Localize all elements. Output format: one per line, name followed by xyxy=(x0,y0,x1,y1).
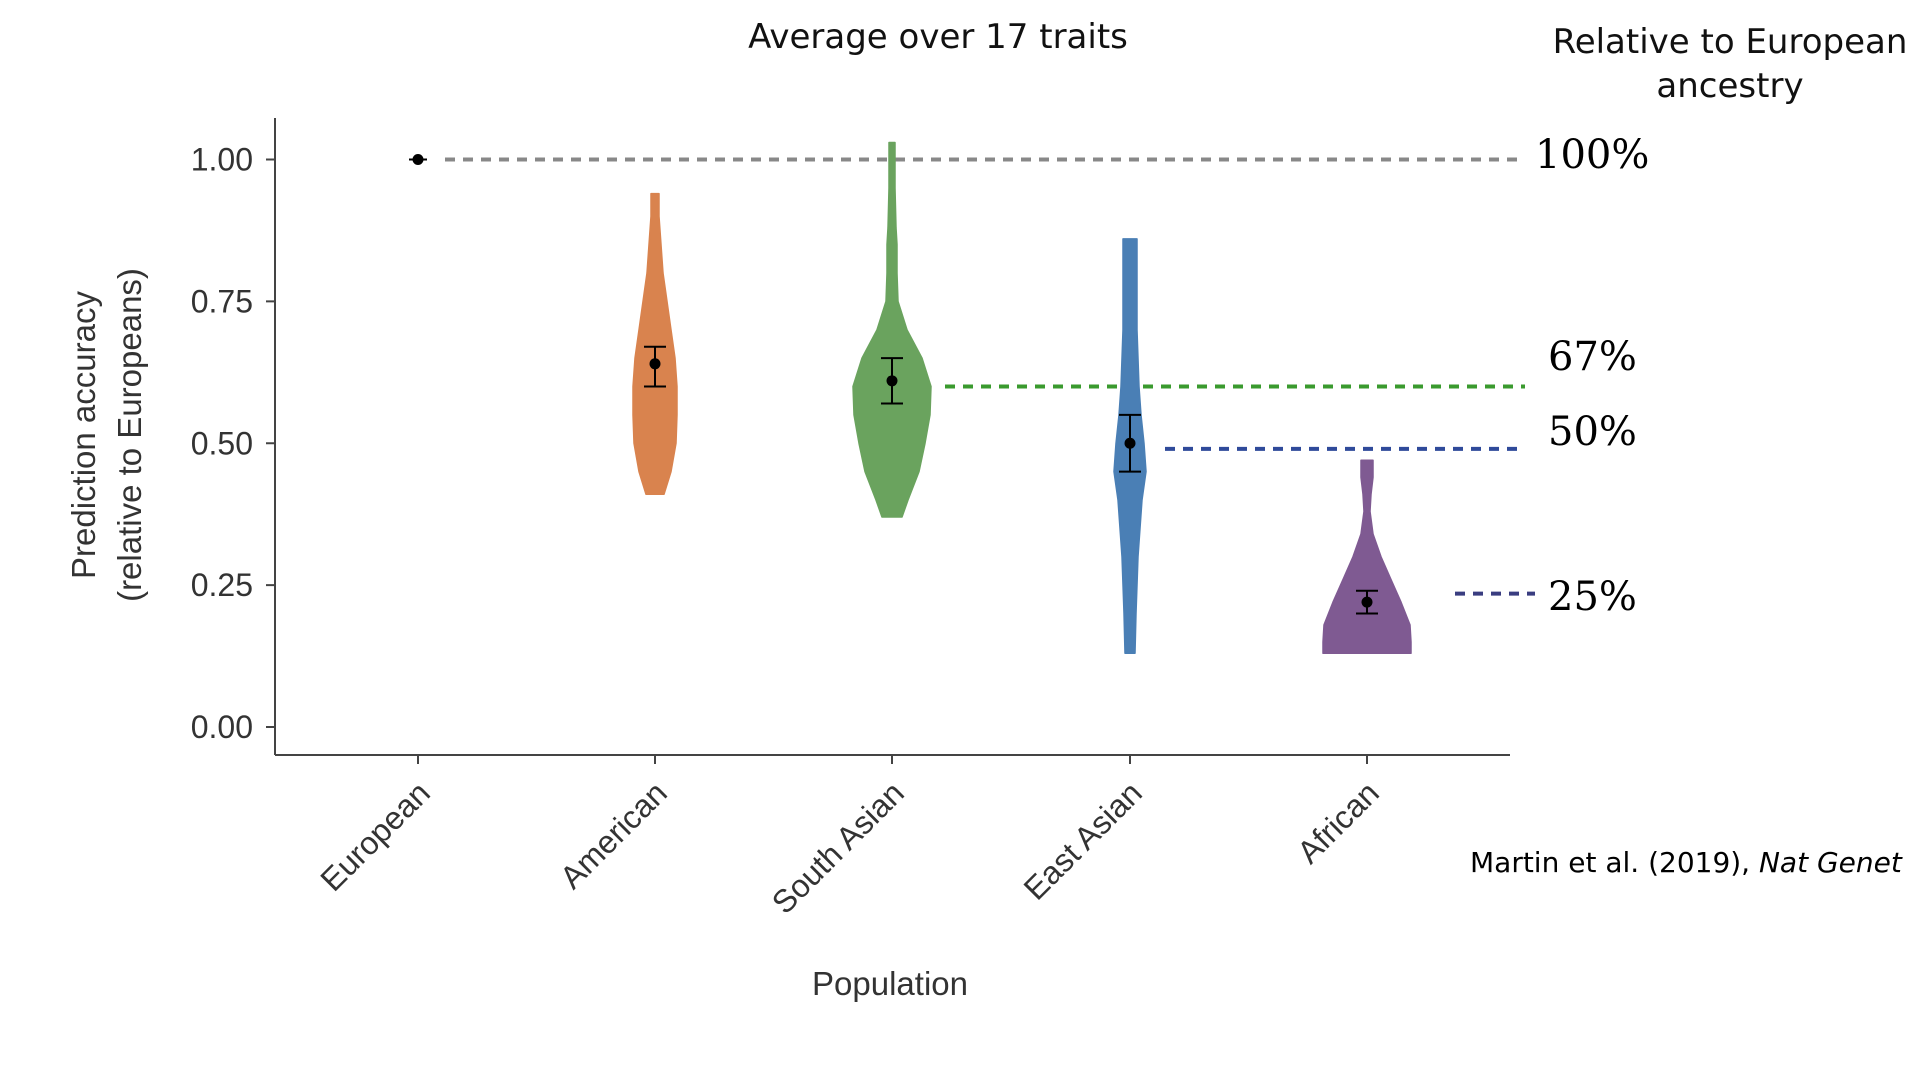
violin-african xyxy=(1322,459,1412,654)
y-tick-label: 1.00 xyxy=(191,142,253,178)
side-title-line-1: Relative to European xyxy=(1553,22,1908,62)
mean-point-european xyxy=(412,154,424,165)
mean-point-african xyxy=(1361,596,1373,608)
y-axis-label-line-2: (relative to Europeans) xyxy=(111,268,148,602)
chart-title: Average over 17 traits xyxy=(748,17,1128,57)
y-axis-label-line-1: Prediction accuracy xyxy=(65,291,102,579)
percent-label-50pct: 50% xyxy=(1548,409,1637,455)
violin-american xyxy=(632,192,678,496)
mean-point-american xyxy=(649,358,661,370)
x-tick-label-african: African xyxy=(1290,774,1386,870)
percent-label-100pct: 100% xyxy=(1535,132,1649,178)
y-tick-label: 0.25 xyxy=(191,567,253,603)
percent-label-25pct: 25% xyxy=(1548,574,1637,620)
plot-area: 0.00 0.25 0.50 0.75 1.00 European American Sout… xyxy=(191,118,1649,921)
citation-authors: Martin et al. (2019), xyxy=(1470,846,1759,879)
x-tick-label-south-asian: South Asian xyxy=(765,774,911,920)
y-tick-label: 0.00 xyxy=(191,709,253,745)
side-title-line-2: ancestry xyxy=(1656,66,1803,106)
citation: Martin et al. (2019), Nat Genet xyxy=(1470,846,1903,879)
y-tick-label: 0.75 xyxy=(191,283,253,319)
mean-point-east-asian xyxy=(1124,437,1136,449)
x-axis-label: Population xyxy=(812,965,968,1002)
y-tick-label: 0.50 xyxy=(191,425,253,461)
x-tick-label-european: European xyxy=(313,774,437,898)
x-tick-label-american: American xyxy=(553,774,674,895)
mean-point-south-asian xyxy=(886,375,898,387)
violin-south-asian xyxy=(852,141,932,518)
citation-journal: Nat Genet xyxy=(1759,846,1903,879)
x-tick-label-east-asian: East Asian xyxy=(1017,774,1149,906)
percent-label-67pct: 67% xyxy=(1548,334,1637,380)
